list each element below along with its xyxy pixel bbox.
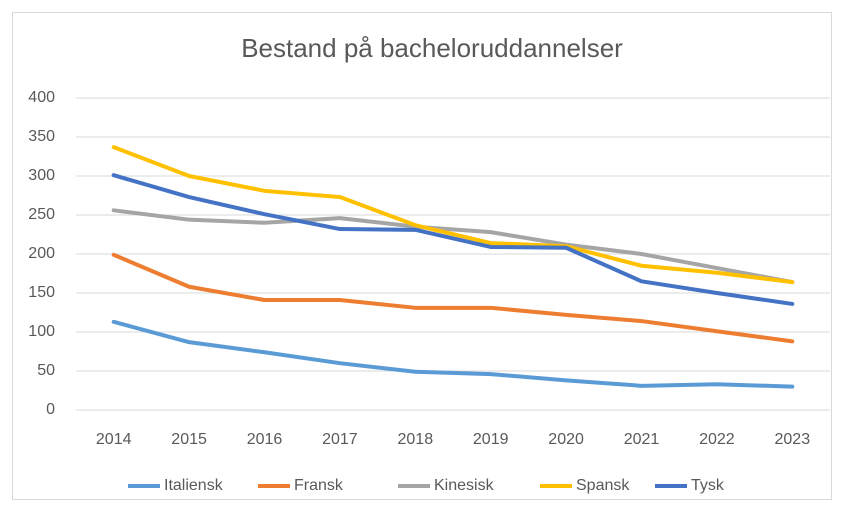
legend-label: Spansk <box>576 477 630 494</box>
y-tick-label: 250 <box>28 206 55 223</box>
series-line <box>111 252 795 344</box>
series-line <box>111 173 795 306</box>
x-tick-label: 2023 <box>775 431 811 448</box>
legend-label: Italiensk <box>164 477 224 494</box>
y-tick-label: 200 <box>28 245 55 262</box>
x-tick-label: 2022 <box>699 431 735 448</box>
y-tick-label: 400 <box>28 89 55 106</box>
y-tick-label: 350 <box>28 128 55 145</box>
series-line <box>111 145 795 285</box>
x-tick-label: 2020 <box>548 431 584 448</box>
y-tick-label: 150 <box>28 284 55 301</box>
x-tick-label: 2016 <box>247 431 283 448</box>
legend-label: Tysk <box>691 477 725 494</box>
x-tick-label: 2021 <box>624 431 660 448</box>
chart-border <box>12 12 832 500</box>
x-tick-label: 2015 <box>171 431 207 448</box>
y-tick-label: 100 <box>28 323 55 340</box>
chart-title: Bestand på bacheloruddannelser <box>241 33 623 63</box>
y-tick-label: 0 <box>46 401 55 418</box>
x-tick-label: 2017 <box>322 431 358 448</box>
series-line <box>111 208 795 285</box>
x-tick-label: 2018 <box>398 431 434 448</box>
y-tick-label: 50 <box>37 362 55 379</box>
legend-label: Fransk <box>294 477 344 494</box>
legend-label: Kinesisk <box>434 477 495 494</box>
x-tick-label: 2014 <box>96 431 132 448</box>
series-line <box>111 319 795 389</box>
x-tick-label: 2019 <box>473 431 509 448</box>
y-tick-label: 300 <box>28 167 55 184</box>
